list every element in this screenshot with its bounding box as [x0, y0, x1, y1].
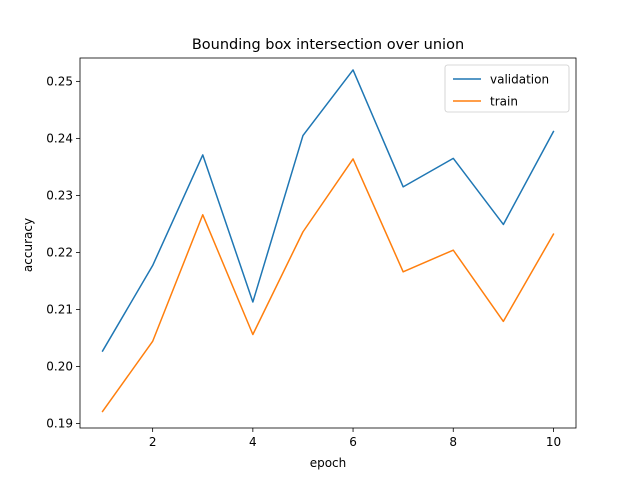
plot-frame [79, 57, 577, 429]
y-tick-label: 0.21 [46, 303, 73, 317]
series-line-validation [101, 69, 555, 353]
chart-title: Bounding box intersection over union [192, 37, 464, 53]
y-tick-label: 0.24 [46, 132, 73, 146]
y-tick-label: 0.19 [46, 417, 73, 431]
y-tick-label: 0.20 [46, 360, 73, 374]
x-tick-label: 2 [149, 435, 157, 449]
y-axis-ticks: 0.19 0.20 0.21 0.22 0.23 0.24 0.25 [46, 75, 80, 431]
legend-label-validation: validation [490, 72, 549, 86]
x-tick-label: 4 [249, 435, 257, 449]
y-tick-label: 0.25 [46, 75, 73, 89]
series-line-train [101, 158, 555, 413]
x-axis-ticks: 2 4 6 8 10 [149, 428, 561, 449]
y-tick-label: 0.23 [46, 189, 73, 203]
legend-label-train: train [490, 94, 518, 108]
y-axis-label: accuracy [21, 218, 35, 272]
x-axis-label: epoch [310, 456, 347, 470]
y-tick-label: 0.22 [46, 246, 73, 260]
series-layer [101, 69, 555, 413]
x-tick-label: 8 [449, 435, 457, 449]
x-tick-label: 10 [546, 435, 561, 449]
legend: validation train [444, 64, 570, 113]
x-tick-label: 6 [349, 435, 357, 449]
